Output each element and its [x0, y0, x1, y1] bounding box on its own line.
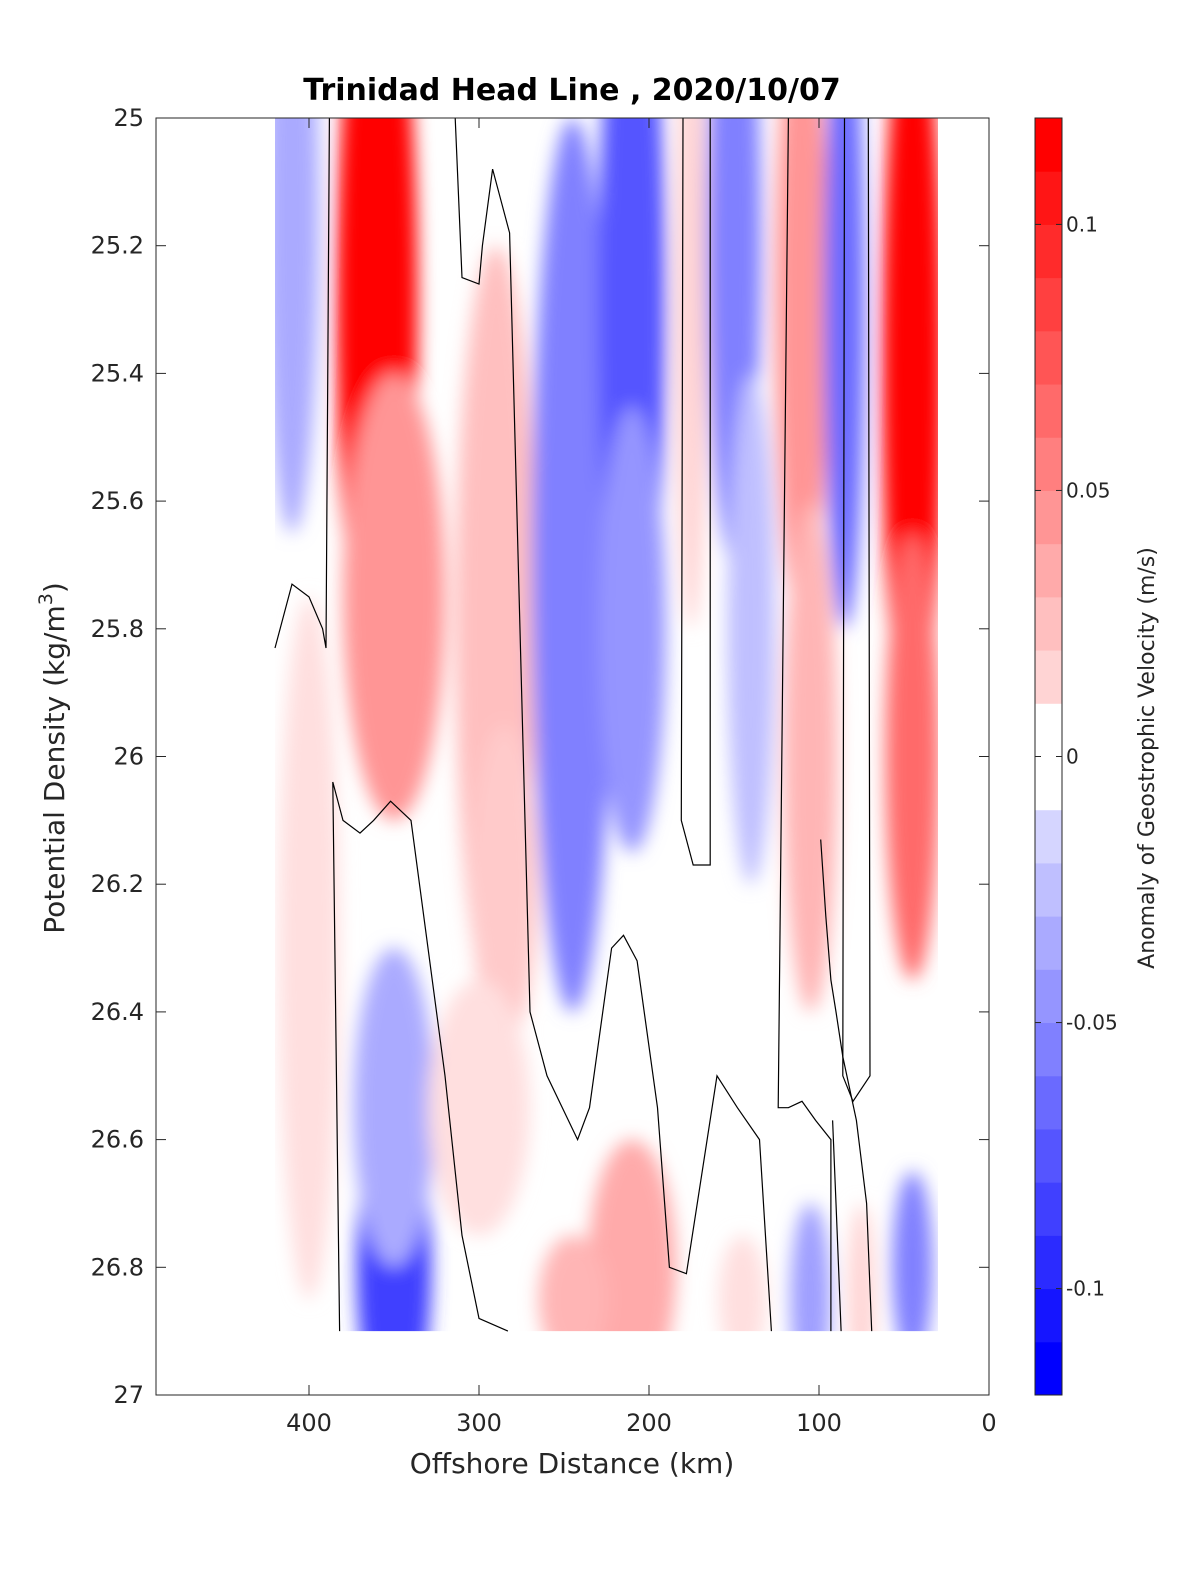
- velocity-patch: [587, 1139, 677, 1332]
- colorbar-swatch: [1035, 437, 1062, 491]
- x-tick-label: 100: [796, 1409, 842, 1437]
- x-axis: 400 300 200 100 0: [286, 118, 997, 1437]
- colorbar-swatch: [1035, 1235, 1062, 1290]
- colorbar-swatch: [1035, 384, 1062, 438]
- y-tick-label: 25.2: [91, 232, 144, 260]
- colorbar-tick-label: 0.05: [1066, 478, 1111, 502]
- velocity-patch: [275, 118, 320, 534]
- zero-contour-line: [680, 117, 711, 866]
- zero-contour-line: [820, 839, 873, 1332]
- velocity-patch: [718, 1235, 767, 1332]
- colorbar-swatch: [1035, 969, 1062, 1024]
- velocity-patch: [353, 948, 435, 1268]
- y-axis-title: Potential Density (kg/m3): [35, 582, 71, 934]
- velocity-patch: [598, 405, 666, 853]
- y-tick-label: 25.8: [91, 615, 144, 643]
- colorbar-title: Anomaly of Geostrophic Velocity (m/s): [1135, 547, 1160, 969]
- x-tick-label: 300: [456, 1409, 502, 1437]
- colorbar-swatch: [1035, 277, 1062, 332]
- zero-contours: [274, 117, 873, 1332]
- colorbar-swatch: [1035, 1128, 1062, 1183]
- zero-contour-line: [274, 117, 330, 649]
- x-tick-label: 400: [286, 1409, 332, 1437]
- x-axis-title: Offshore Distance (km): [410, 1447, 735, 1480]
- velocity-patch: [727, 373, 775, 885]
- chart-title: Trinidad Head Line , 2020/10/07: [303, 73, 840, 108]
- colorbar-swatch: [1035, 650, 1062, 704]
- y-tick-label: 26.4: [91, 998, 144, 1026]
- velocity-patch: [343, 373, 445, 821]
- colorbar-swatch: [1035, 703, 1062, 757]
- velocity-patch: [531, 118, 614, 1012]
- velocity-patch: [538, 1235, 607, 1332]
- y-tick-label: 25.4: [91, 359, 144, 387]
- colorbar-swatch: [1035, 809, 1062, 864]
- colorbar-swatch: [1035, 1341, 1062, 1396]
- colorbar-swatch: [1035, 756, 1062, 811]
- velocity-patch: [892, 1171, 933, 1332]
- y-tick-label: 26.6: [91, 1126, 144, 1154]
- y-tick-label: 26.8: [91, 1253, 144, 1281]
- colorbar-swatch: [1035, 862, 1062, 917]
- colorbar-swatch: [1035, 118, 1062, 172]
- y-axis: 25 25.2 25.4 25.6 25.8 26 26.2 26.4 26.6 26.8 27: [91, 104, 989, 1409]
- velocity-field: [275, 118, 938, 1332]
- zero-contour-line: [454, 117, 772, 1332]
- colorbar-tick-label: 0.1: [1066, 212, 1098, 236]
- velocity-patch: [885, 533, 938, 980]
- colorbar-tick-label: -0.1: [1066, 1277, 1105, 1301]
- y-tick-label: 26.2: [91, 870, 144, 898]
- plot-area: 400 300 200 100 0 25 25.2 25.4 25.6 25.8 26 26.2 26…: [91, 104, 997, 1437]
- colorbar-swatch: [1035, 224, 1062, 279]
- colorbar-swatch: [1035, 1288, 1062, 1343]
- velocity-patch: [790, 1203, 831, 1332]
- colorbar-tick-label: -0.05: [1066, 1011, 1118, 1035]
- zero-contour-line: [777, 117, 832, 1332]
- zero-contour-line: [842, 117, 871, 1103]
- colorbar: 0.1 0.05 0 -0.05 -0.1: [1034, 117, 1118, 1396]
- zero-contour-line: [832, 1120, 842, 1332]
- velocity-patch: [470, 724, 539, 1044]
- colorbar-swatch: [1035, 1022, 1062, 1077]
- zero-contour-line: [332, 781, 509, 1332]
- colorbar-swatch: [1035, 330, 1062, 385]
- velocity-patch: [881, 118, 938, 757]
- colorbar-swatch: [1035, 543, 1062, 598]
- y-tick-label: 26: [113, 743, 144, 771]
- velocity-patch: [783, 501, 838, 1012]
- colorbar-swatch: [1035, 171, 1062, 225]
- colorbar-swatch: [1035, 916, 1062, 970]
- colorbar-swatch: [1035, 1075, 1062, 1130]
- colorbar-tick-label: 0: [1066, 745, 1079, 769]
- colorbar-swatch: [1035, 1182, 1062, 1236]
- y-tick-label: 25: [113, 104, 144, 132]
- y-tick-label: 25.6: [91, 487, 144, 515]
- colorbar-swatch: [1035, 596, 1062, 651]
- x-tick-label: 200: [626, 1409, 672, 1437]
- colorbar-swatch: [1035, 490, 1062, 545]
- x-tick-label: 0: [981, 1409, 996, 1437]
- y-tick-label: 27: [113, 1381, 144, 1409]
- velocity-patch: [278, 596, 340, 1300]
- velocity-patch: [428, 979, 530, 1236]
